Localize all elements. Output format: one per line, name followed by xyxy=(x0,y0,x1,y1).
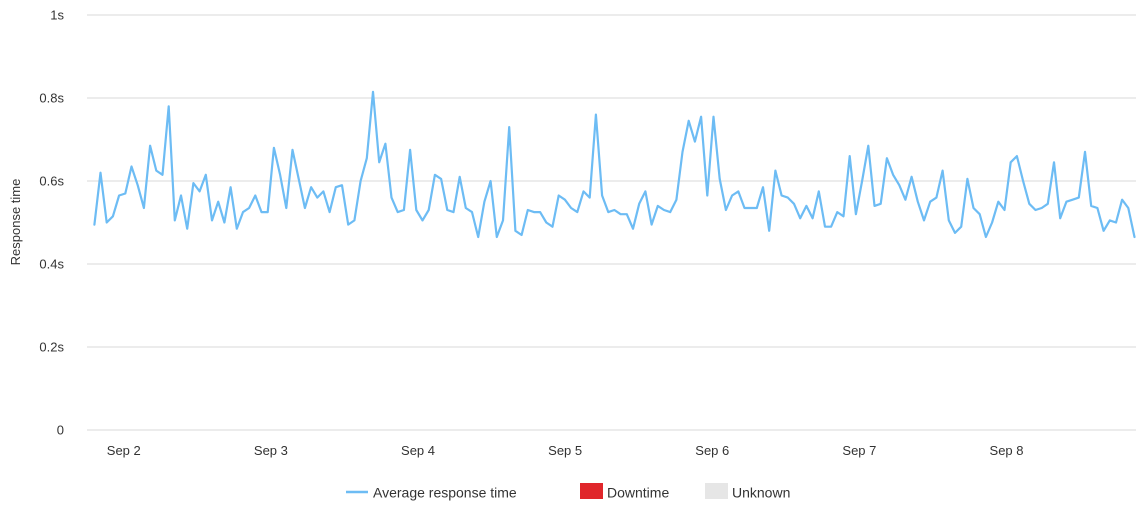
x-tick-label: Sep 2 xyxy=(107,443,141,458)
legend-label: Average response time xyxy=(373,485,517,501)
y-axis-tick-labels: 0 0.2s 0.4s 0.6s 0.8s 1s xyxy=(39,8,64,438)
legend-label: Downtime xyxy=(607,485,669,501)
x-tick-label: Sep 8 xyxy=(990,443,1024,458)
y-tick-label: 0.8s xyxy=(39,91,64,106)
legend-item[interactable]: Unknown xyxy=(705,483,790,501)
legend-box-swatch xyxy=(580,483,603,499)
legend-box-swatch xyxy=(705,483,728,499)
legend: Average response time Downtime Unknown xyxy=(346,483,790,501)
y-tick-label: 0 xyxy=(57,423,64,438)
y-tick-label: 0.4s xyxy=(39,257,64,272)
x-tick-label: Sep 6 xyxy=(695,443,729,458)
series-layer xyxy=(93,90,1136,239)
x-tick-label: Sep 7 xyxy=(842,443,876,458)
y-tick-label: 0.6s xyxy=(39,174,64,189)
y-tick-label: 0.2s xyxy=(39,340,64,355)
y-axis-title: Response time xyxy=(8,179,23,266)
legend-item[interactable]: Downtime xyxy=(580,483,669,501)
legend-item[interactable]: Average response time xyxy=(346,485,517,501)
x-tick-label: Sep 4 xyxy=(401,443,435,458)
x-tick-label: Sep 5 xyxy=(548,443,582,458)
y-tick-label: 1s xyxy=(50,8,64,23)
x-tick-label: Sep 3 xyxy=(254,443,288,458)
x-axis-tick-labels: Sep 2 Sep 3 Sep 4 Sep 5 Sep 6 Sep 7 Sep 8 xyxy=(107,443,1024,458)
series-line-average-response-time xyxy=(93,90,1136,239)
y-gridlines xyxy=(87,14,1136,431)
legend-label: Unknown xyxy=(732,485,790,501)
